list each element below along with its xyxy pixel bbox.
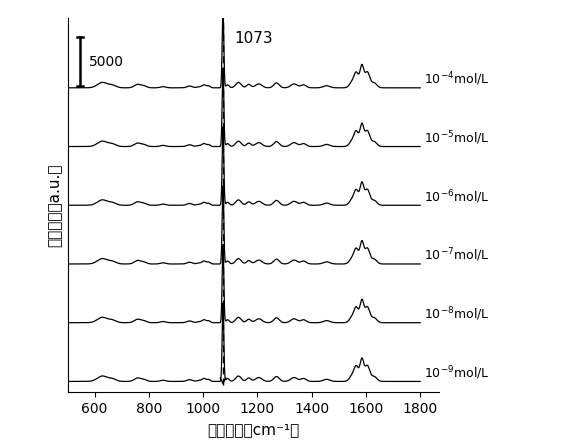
Text: 5000: 5000 [90,55,124,69]
Y-axis label: 拉曼强度（a.u.）: 拉曼强度（a.u.） [47,163,62,247]
Text: 10$^{-4}$mol/L: 10$^{-4}$mol/L [425,71,490,88]
Text: 10$^{-8}$mol/L: 10$^{-8}$mol/L [425,306,490,323]
X-axis label: 拉曼位移（cm⁻¹）: 拉曼位移（cm⁻¹） [207,422,300,437]
Text: 10$^{-6}$mol/L: 10$^{-6}$mol/L [425,188,490,206]
Text: 1073: 1073 [234,31,272,46]
Text: 10$^{-5}$mol/L: 10$^{-5}$mol/L [425,129,490,147]
Text: 10$^{-7}$mol/L: 10$^{-7}$mol/L [425,247,490,264]
Text: 10$^{-9}$mol/L: 10$^{-9}$mol/L [425,364,490,382]
